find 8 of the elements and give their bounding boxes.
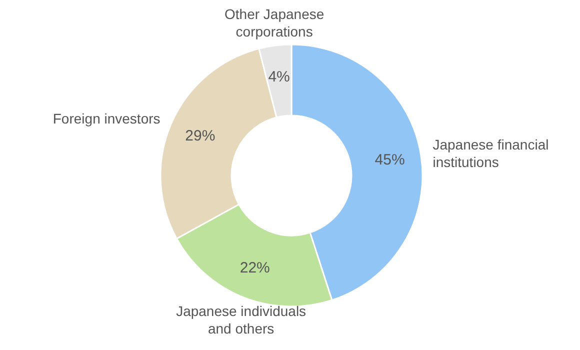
slice-label: Other Japanese corporations — [224, 6, 324, 40]
data-label: 4% — [268, 68, 290, 86]
data-label: 45% — [374, 151, 405, 168]
slice-label: Japanese individuals and others — [176, 302, 306, 336]
data-label: 29% — [185, 127, 216, 144]
slice-label: Foreign investors — [52, 110, 160, 127]
data-label: 22% — [240, 260, 270, 277]
slice-label: Japanese financial institutions — [432, 136, 549, 170]
